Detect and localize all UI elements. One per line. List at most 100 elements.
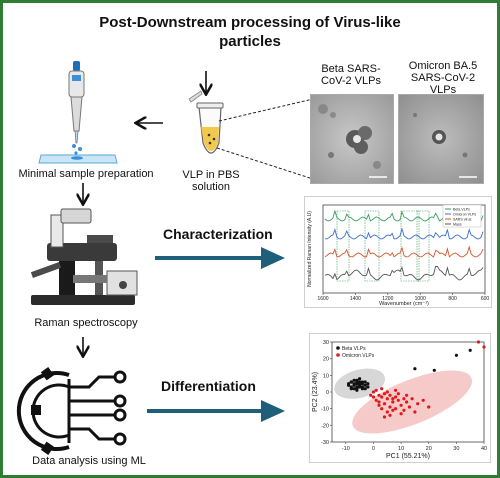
- em-image-beta: [310, 94, 394, 184]
- pca-point: [352, 387, 356, 391]
- pca-point: [413, 410, 417, 414]
- pca-point: [416, 402, 420, 406]
- pca-point: [360, 385, 364, 389]
- raman-legend-label: Beta VLPs: [453, 208, 470, 212]
- pca-point: [399, 403, 403, 407]
- pca-point: [396, 398, 400, 402]
- raman-series-line: [324, 227, 484, 240]
- pca-point: [369, 393, 373, 397]
- raman-legend-label: Omicron VLPs: [453, 213, 476, 217]
- pca-y-tick-label: -30: [321, 440, 329, 446]
- pca-point: [391, 400, 395, 404]
- pca-point: [405, 393, 409, 397]
- label-omicron-line1: Omicron BA.5: [408, 60, 478, 72]
- raman-highlight-box: [416, 210, 430, 282]
- pca-y-tick-label: -10: [321, 407, 329, 413]
- raman-chart-svg: 1600 1400 1200 1000 800 600 Wavenumber (cm⁻¹) N…: [307, 204, 490, 307]
- raman-x-tick-label: 1200: [382, 296, 393, 302]
- pca-point: [366, 385, 370, 389]
- zoom-line-top: [218, 98, 314, 122]
- pca-point: [402, 408, 406, 412]
- pca-point: [360, 382, 364, 386]
- pca-chart-svg: -10 0 10 20 30 40 30 20 10 0 -10 -20 -30 PC1 (55.21%)…: [312, 340, 487, 460]
- label-raman: Raman spectroscopy: [34, 317, 138, 329]
- pca-point: [382, 392, 387, 396]
- pca-point: [421, 398, 425, 402]
- pca-point: [382, 402, 387, 406]
- pca-legend-marker: [336, 346, 340, 350]
- pca-point: [394, 395, 398, 399]
- raman-series-line: [324, 245, 484, 258]
- pca-point: [355, 387, 359, 391]
- pca-point: [427, 405, 431, 409]
- raman-chart: 1600 1400 1200 1000 800 600 Wavenumber (cm⁻¹) N…: [304, 196, 492, 308]
- pca-point: [355, 380, 359, 384]
- pca-point: [476, 340, 481, 344]
- arrow-differentiation: [147, 400, 285, 422]
- pca-x-tick-label: 0: [372, 446, 375, 452]
- microcentrifuge-tube-icon: [188, 90, 224, 154]
- pca-point: [371, 395, 376, 399]
- pca-point: [394, 407, 398, 411]
- raman-x-tick-label: 1600: [317, 296, 328, 302]
- pca-point: [371, 390, 376, 394]
- pca-legend-label: Omicron VLPs: [342, 353, 375, 359]
- pca-y-tick-label: 20: [323, 357, 329, 363]
- pca-point: [385, 410, 389, 414]
- pca-point: [377, 393, 381, 397]
- raman-highlight-box: [336, 210, 350, 282]
- label-minimal-prep: Minimal sample preparation: [18, 168, 154, 180]
- label-beta-line2: CoV-2 VLPs: [321, 75, 381, 87]
- pca-point: [454, 353, 458, 357]
- pca-point: [363, 387, 367, 391]
- pca-ellipse-omicron: [352, 370, 473, 434]
- figure-title-line2: particles: [219, 33, 281, 50]
- pca-y-tick-label: 30: [323, 340, 329, 346]
- raman-highlight-box: [400, 210, 420, 282]
- raman-x-tick-label: 800: [448, 296, 457, 302]
- label-vlp-line2: solution: [192, 181, 230, 193]
- pca-point: [432, 368, 436, 372]
- pca-y-tick-label: 10: [323, 373, 329, 379]
- label-omicron-line2: SARS-CoV-2: [410, 72, 476, 84]
- raman-highlight-box: [364, 210, 380, 282]
- pca-point: [388, 393, 392, 397]
- raman-x-tick-label: 600: [481, 296, 490, 302]
- label-differentiation: Differentiation: [161, 378, 256, 394]
- pca-point: [391, 397, 395, 401]
- pca-point: [358, 377, 362, 381]
- label-data-analysis: Data analysis using ML: [32, 455, 146, 467]
- pca-point: [388, 413, 392, 417]
- pca-point: [349, 380, 353, 384]
- pca-point: [482, 345, 486, 349]
- pca-point: [374, 398, 378, 402]
- pca-legend-label: Beta VLPs: [342, 346, 366, 352]
- pca-point: [382, 415, 387, 419]
- pca-point: [363, 380, 367, 384]
- raman-legend-box: [442, 204, 482, 228]
- pca-point: [374, 388, 378, 392]
- pca-point: [410, 397, 414, 401]
- pca-point: [394, 388, 398, 392]
- raman-x-tick-label: 1000: [415, 296, 426, 302]
- raman-series-line: [324, 265, 484, 281]
- pca-y-tick-label: 0: [326, 390, 329, 396]
- pca-point: [396, 392, 400, 396]
- pca-x-label: PC1 (55.21%): [386, 453, 430, 460]
- pca-point: [391, 408, 395, 412]
- label-beta-line1: Beta SARS-: [321, 63, 381, 75]
- label-vlp-line1: VLP in PBS: [182, 169, 240, 181]
- label-characterization: Characterization: [163, 226, 273, 242]
- raman-legend-label: Mass: [453, 223, 462, 227]
- em-image-omicron: [398, 94, 484, 184]
- diagram-canvas: [16, 61, 314, 455]
- pca-point: [405, 400, 409, 404]
- pca-point: [468, 348, 472, 352]
- pca-point: [380, 387, 384, 391]
- pca-point: [363, 383, 367, 387]
- pca-x-tick-label: 30: [453, 446, 459, 452]
- pca-point: [347, 383, 351, 387]
- pca-point: [385, 397, 389, 401]
- pca-point: [358, 385, 362, 389]
